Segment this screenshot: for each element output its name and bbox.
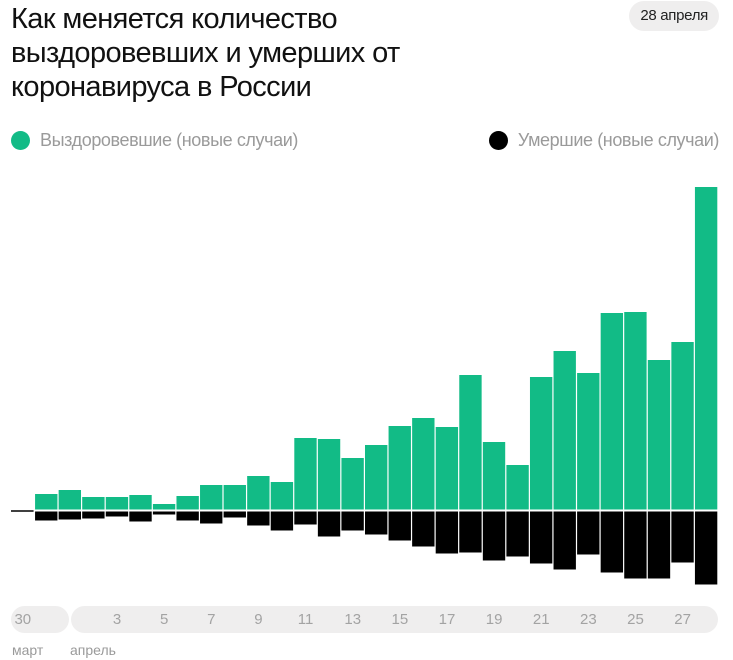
bar-deaths: [176, 511, 199, 521]
bar-deaths: [529, 511, 553, 564]
bar-deaths: [553, 511, 576, 570]
bar-recovered: [600, 313, 624, 510]
bar-recovered: [694, 187, 718, 510]
bar-deaths: [270, 511, 294, 531]
bar-recovered: [482, 442, 506, 510]
bar-recovered: [506, 465, 529, 510]
bar-recovered: [388, 426, 411, 510]
bar-deaths: [694, 511, 718, 585]
bar-deaths: [671, 511, 694, 563]
bar-recovered: [129, 495, 152, 510]
legend-recovered: Выздоровевшие (новые случаи): [11, 130, 298, 151]
bar-deaths: [200, 511, 223, 524]
bar-deaths: [388, 511, 411, 541]
bar-deaths: [624, 511, 647, 579]
bar-deaths: [365, 511, 388, 535]
bar-deaths: [435, 511, 459, 554]
x-tick-label: 13: [344, 611, 362, 628]
x-tick-label: 15: [391, 611, 409, 628]
x-tick-label: 21: [532, 611, 550, 628]
x-tick-label: 23: [580, 611, 597, 628]
bar-deaths: [82, 511, 105, 519]
bar-recovered: [152, 504, 176, 510]
bar-recovered: [412, 418, 435, 510]
x-tick-label: 9: [254, 611, 263, 628]
x-tick-label: 5: [160, 611, 169, 628]
bar-recovered: [459, 375, 482, 510]
bar-recovered: [105, 497, 129, 510]
bar-recovered: [35, 494, 58, 510]
month-label-march: март: [12, 642, 44, 658]
bar-recovered: [577, 373, 600, 510]
deaths-dot-icon: [488, 131, 508, 150]
bar-deaths: [317, 511, 341, 537]
bar-recovered: [341, 458, 364, 510]
bar-deaths: [223, 511, 246, 518]
bar-recovered: [317, 439, 341, 510]
date-badge: 28 апреля: [629, 1, 719, 31]
bar-deaths: [152, 511, 176, 515]
bar-recovered: [294, 438, 317, 510]
x-tick-label: 11: [297, 611, 314, 628]
bar-recovered: [82, 497, 105, 510]
bar-deaths: [58, 511, 81, 520]
legend-deaths-label: Умершие (новые случаи): [517, 130, 720, 150]
bar-deaths: [247, 511, 270, 526]
bar-deaths: [482, 511, 506, 561]
x-tick-label: 27: [674, 611, 691, 628]
bar-chart: [11, 187, 718, 585]
bar-recovered: [270, 482, 294, 510]
bar-recovered: [365, 445, 388, 510]
bar-deaths: [577, 511, 600, 555]
bar-deaths: [647, 511, 671, 579]
bar-recovered: [624, 312, 647, 510]
x-tick-label: 30: [14, 611, 32, 628]
bar-recovered: [435, 427, 459, 510]
x-tick-label: 17: [438, 611, 456, 628]
x-tick-label: 3: [112, 611, 122, 628]
bar-deaths: [105, 511, 129, 517]
x-tick-label: 7: [207, 611, 216, 628]
x-tick-label: 25: [627, 611, 644, 628]
axis-pill-march: [11, 606, 69, 633]
bar-recovered: [553, 351, 576, 510]
bar-deaths: [459, 511, 482, 553]
bar-recovered: [529, 377, 553, 510]
bar-deaths: [506, 511, 529, 557]
bar-recovered: [247, 476, 270, 510]
bar-recovered: [176, 496, 199, 510]
bar-deaths: [412, 511, 435, 547]
chart-title: Как меняется количество выздоровевших и …: [11, 3, 400, 103]
bar-deaths: [35, 511, 58, 521]
bar-recovered: [671, 342, 694, 510]
bar-recovered: [58, 490, 81, 510]
month-label-april: апрель: [70, 642, 116, 658]
bar-deaths: [294, 511, 317, 525]
bar-deaths: [341, 511, 364, 531]
bar-recovered: [647, 360, 671, 510]
bar-deaths: [600, 511, 624, 573]
bar-deaths: [129, 511, 152, 522]
legend-deaths: Умершие (новые случаи): [488, 130, 720, 151]
x-tick-label: 19: [485, 611, 503, 628]
bar-recovered: [200, 485, 223, 510]
recovered-dot-icon: [11, 131, 30, 150]
bar-recovered: [223, 485, 246, 510]
axis-pill-april: [71, 606, 718, 633]
legend-recovered-label: Выздоровевшие (новые случаи): [40, 130, 298, 150]
